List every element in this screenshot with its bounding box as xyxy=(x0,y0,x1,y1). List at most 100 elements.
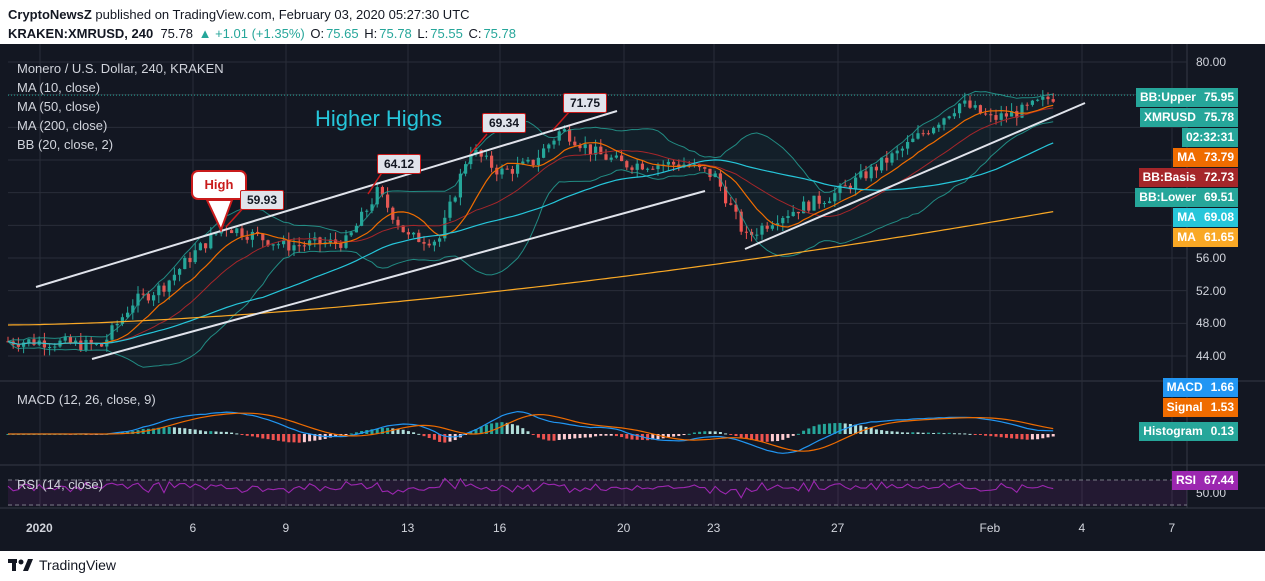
candle-body xyxy=(760,225,764,235)
footer: TradingView xyxy=(0,551,1265,581)
tag-value: 75.95 xyxy=(1199,88,1238,107)
candle-body xyxy=(79,340,83,351)
macd-histogram-bar xyxy=(531,434,535,435)
macd-histogram-bar xyxy=(542,434,546,440)
candle-body xyxy=(235,228,239,234)
callout-arrow xyxy=(552,111,570,131)
time-axis-tick: 13 xyxy=(401,521,415,535)
time-axis-tick: 4 xyxy=(1078,521,1086,535)
macd-histogram-bar xyxy=(838,422,842,434)
price-tag: BB:Lower 69.51 xyxy=(1135,188,1238,207)
macd-histogram-bar xyxy=(864,426,868,434)
bollinger-lower-line xyxy=(7,121,1054,368)
candle-body xyxy=(562,129,566,132)
macd-histogram-bar xyxy=(1010,434,1014,439)
price-axis-tick: 44.00 xyxy=(1196,349,1227,363)
macd-histogram-bar xyxy=(250,434,254,437)
candle-body xyxy=(365,210,369,212)
price-axis-tick: 80.00 xyxy=(1196,55,1227,69)
candle-body xyxy=(297,245,301,247)
price-chart-svg[interactable] xyxy=(0,44,1265,551)
macd-histogram-bar xyxy=(380,427,384,434)
candle-body xyxy=(261,233,265,241)
legend-title[interactable]: Monero / U.S. Dollar, 240, KRAKEN xyxy=(17,61,224,76)
legend-bb[interactable]: BB (20, close, 2) xyxy=(17,137,114,152)
candle-body xyxy=(620,155,624,162)
macd-histogram-bar xyxy=(219,431,223,434)
tag-value: 69.08 xyxy=(1199,208,1238,227)
candle-body xyxy=(198,243,202,251)
tradingview-logo[interactable]: TradingView xyxy=(8,557,116,573)
chart-header: CryptoNewsZ published on TradingView.com… xyxy=(0,0,1265,44)
candle-body xyxy=(521,161,525,165)
price-axis-tick: 48.00 xyxy=(1196,316,1227,331)
legend-ma200[interactable]: MA (200, close) xyxy=(17,118,108,133)
candle-body xyxy=(734,204,738,212)
candle-body xyxy=(542,148,546,158)
chart-canvas[interactable]: Monero / U.S. Dollar, 240, KRAKEN MA (10… xyxy=(0,44,1265,551)
tag-value: 02:32:31 xyxy=(1181,128,1238,147)
macd-histogram-bar xyxy=(874,429,878,434)
legend-ma10[interactable]: MA (10, close) xyxy=(17,80,101,95)
candle-body xyxy=(796,211,800,214)
price-tag: 02:32:31 xyxy=(1181,128,1238,147)
symbol-label[interactable]: KRAKEN:XMRUSD, 240 xyxy=(8,26,154,41)
macd-histogram-bar xyxy=(958,433,962,435)
candle-body xyxy=(328,239,332,243)
macd-histogram-bar xyxy=(308,434,312,442)
candle-body xyxy=(926,133,930,135)
price-change: ▲ +1.01 (+1.35%) xyxy=(198,26,305,41)
macd-histogram-bar xyxy=(1051,434,1055,437)
candle-body xyxy=(874,166,878,171)
tag-value: 75.78 xyxy=(1199,108,1238,127)
macd-histogram-bar xyxy=(282,434,286,442)
candle-body xyxy=(952,113,956,117)
tag-label: XMRUSD xyxy=(1139,108,1200,127)
macd-histogram-bar xyxy=(438,434,442,442)
candle-body xyxy=(287,239,291,251)
macd-histogram-bar xyxy=(578,434,582,439)
candle-body xyxy=(391,207,395,220)
candle-body xyxy=(599,146,603,155)
candle-body xyxy=(843,185,847,187)
rsi-group xyxy=(7,477,1187,506)
candle-body xyxy=(937,124,941,128)
callout-high-3: 69.34 xyxy=(482,113,527,133)
candle-body xyxy=(828,201,832,204)
candle-body xyxy=(427,243,431,246)
macd-histogram-bar xyxy=(344,434,348,435)
candle-body xyxy=(547,144,551,149)
price-tag: BB:Basis 72.73 xyxy=(1138,168,1238,187)
macd-histogram-bar xyxy=(552,434,556,441)
publisher-name[interactable]: CryptoNewsZ xyxy=(8,7,92,22)
candle-body xyxy=(776,223,780,226)
candle-body xyxy=(141,293,145,295)
candle-body xyxy=(157,285,161,296)
candle-body xyxy=(209,233,213,249)
legend-ma50[interactable]: MA (50, close) xyxy=(17,99,101,114)
macd-histogram-bar xyxy=(417,433,421,435)
macd-histogram-bar xyxy=(698,431,702,434)
candle-body xyxy=(167,280,171,292)
candle-body xyxy=(609,157,613,160)
macd-histogram-bar xyxy=(994,434,998,437)
macd-histogram-bar xyxy=(204,431,208,434)
macd-histogram-bar xyxy=(724,433,728,435)
legend-macd[interactable]: MACD (12, 26, close, 9) xyxy=(17,392,156,407)
candle-body xyxy=(1010,111,1014,117)
macd-histogram-bar xyxy=(822,423,826,434)
candle-body xyxy=(282,239,286,245)
macd-histogram-bar xyxy=(1046,434,1050,438)
macd-histogram-bar xyxy=(334,434,338,437)
candle-body xyxy=(474,150,478,155)
candle-body xyxy=(1046,96,1050,100)
time-axis-tick: 9 xyxy=(282,521,290,535)
macd-histogram-bar xyxy=(193,429,197,434)
macd-histogram-bar xyxy=(266,434,270,440)
candle-body xyxy=(126,312,130,318)
legend-rsi[interactable]: RSI (14, close) xyxy=(17,477,103,492)
high-annotation: High xyxy=(191,170,247,200)
candle-body xyxy=(412,232,416,235)
macd-histogram-bar xyxy=(718,432,722,434)
candle-body xyxy=(48,347,52,349)
